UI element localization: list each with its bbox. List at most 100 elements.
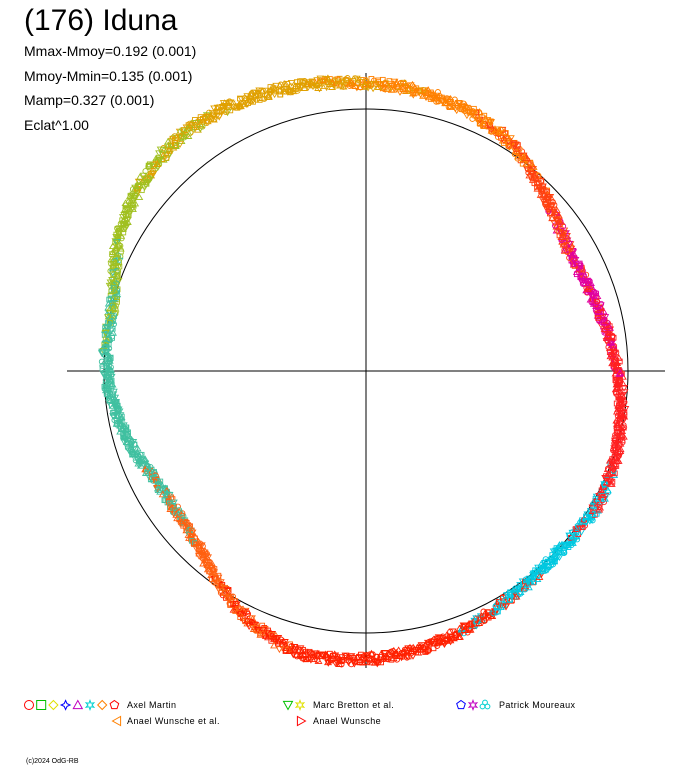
data-point: [218, 104, 227, 111]
stat-mmoy-mmin: Mmoy-Mmin=0.135 (0.001): [24, 68, 193, 84]
data-point: [406, 82, 415, 90]
data-point: [616, 447, 625, 455]
chart-title: (176) Iduna: [24, 4, 178, 37]
data-point: [118, 413, 125, 420]
data-point: [247, 615, 256, 623]
data-point: [108, 380, 117, 388]
legend-label-anael-wunsche-et-al: Anael Wunsche et al.: [127, 716, 220, 726]
data-point: [573, 529, 580, 536]
data-point: [186, 120, 193, 127]
data-point: [248, 615, 257, 622]
legend-symbol-triangle-down-icon: [282, 700, 294, 711]
data-point: [605, 328, 614, 336]
data-point: [139, 172, 148, 180]
data-point: [106, 401, 115, 409]
data-point: [333, 78, 342, 86]
data-point: [601, 329, 608, 336]
data-point: [521, 582, 530, 590]
data-point: [203, 554, 212, 561]
data-point: [552, 222, 559, 229]
data-point: [127, 438, 134, 444]
data-point: [242, 101, 251, 109]
data-point: [124, 441, 131, 447]
data-point: [449, 635, 456, 642]
data-point: [425, 92, 434, 100]
data-point: [136, 461, 145, 469]
data-point: [452, 99, 461, 106]
data-point: [243, 93, 252, 100]
data-point: [121, 225, 130, 232]
data-point: [175, 133, 184, 141]
data-point: [110, 278, 118, 285]
data-point: [244, 610, 252, 617]
data-point: [114, 298, 120, 305]
data-point: [120, 433, 129, 441]
data-point: [612, 377, 619, 383]
data-point: [619, 437, 626, 444]
data-point: [615, 453, 623, 461]
data-point: [486, 121, 495, 129]
data-point: [314, 657, 323, 664]
data-point: [204, 554, 212, 562]
data-point: [156, 146, 165, 154]
data-point: [300, 651, 309, 658]
data-point: [111, 238, 120, 245]
data-point: [552, 558, 558, 565]
data-point: [613, 379, 620, 385]
legend-label-marc-bretton: Marc Bretton et al.: [313, 700, 395, 710]
data-point: [232, 103, 240, 111]
data-point: [507, 597, 513, 603]
legend-label-axel-martin: Axel Martin: [127, 700, 177, 710]
data-point: [536, 191, 545, 198]
data-point: [619, 432, 628, 440]
data-point: [261, 629, 270, 637]
data-point: [159, 146, 166, 153]
data-point: [210, 569, 218, 577]
data-point: [613, 357, 619, 364]
data-point: [325, 80, 334, 87]
data-point: [166, 142, 175, 150]
data-point: [107, 355, 114, 361]
data-point: [201, 561, 210, 569]
data-point: [293, 79, 300, 85]
legend-symbol-star6-icon: [294, 699, 306, 711]
data-point: [123, 217, 132, 224]
data-point: [549, 199, 556, 206]
data-point: [460, 630, 467, 637]
data-point: [511, 141, 520, 149]
data-point: [376, 84, 385, 92]
data-point: [275, 646, 284, 654]
data-point: [611, 434, 620, 442]
data-point: [530, 572, 539, 580]
data-point: [613, 429, 620, 435]
data-point: [475, 108, 484, 115]
data-point: [237, 95, 243, 102]
data-point: [270, 91, 279, 99]
data-point: [243, 616, 252, 624]
data-point: [135, 193, 144, 201]
data-point: [621, 406, 630, 413]
data-point: [583, 285, 592, 292]
data-point: [111, 411, 120, 419]
data-point: [600, 494, 609, 502]
data-point: [560, 223, 567, 230]
data-point: [553, 218, 562, 226]
data-point: [416, 645, 425, 652]
data-point: [409, 89, 418, 97]
data-point: [215, 113, 224, 121]
data-point: [188, 529, 197, 537]
data-point: [504, 135, 512, 142]
data-point: [618, 391, 627, 399]
data-point: [557, 233, 566, 240]
data-point: [612, 367, 619, 374]
data-point: [485, 122, 494, 130]
data-point: [237, 96, 246, 104]
data-point: [102, 348, 111, 356]
data-point: [380, 649, 389, 657]
data-point: [226, 596, 235, 603]
legend-symbol-triangle-left-icon: [111, 715, 122, 727]
legend-symbol-circle-icon: [24, 700, 34, 710]
data-point: [128, 205, 137, 212]
lightcurve-points: [97, 74, 630, 668]
data-point: [138, 451, 145, 458]
